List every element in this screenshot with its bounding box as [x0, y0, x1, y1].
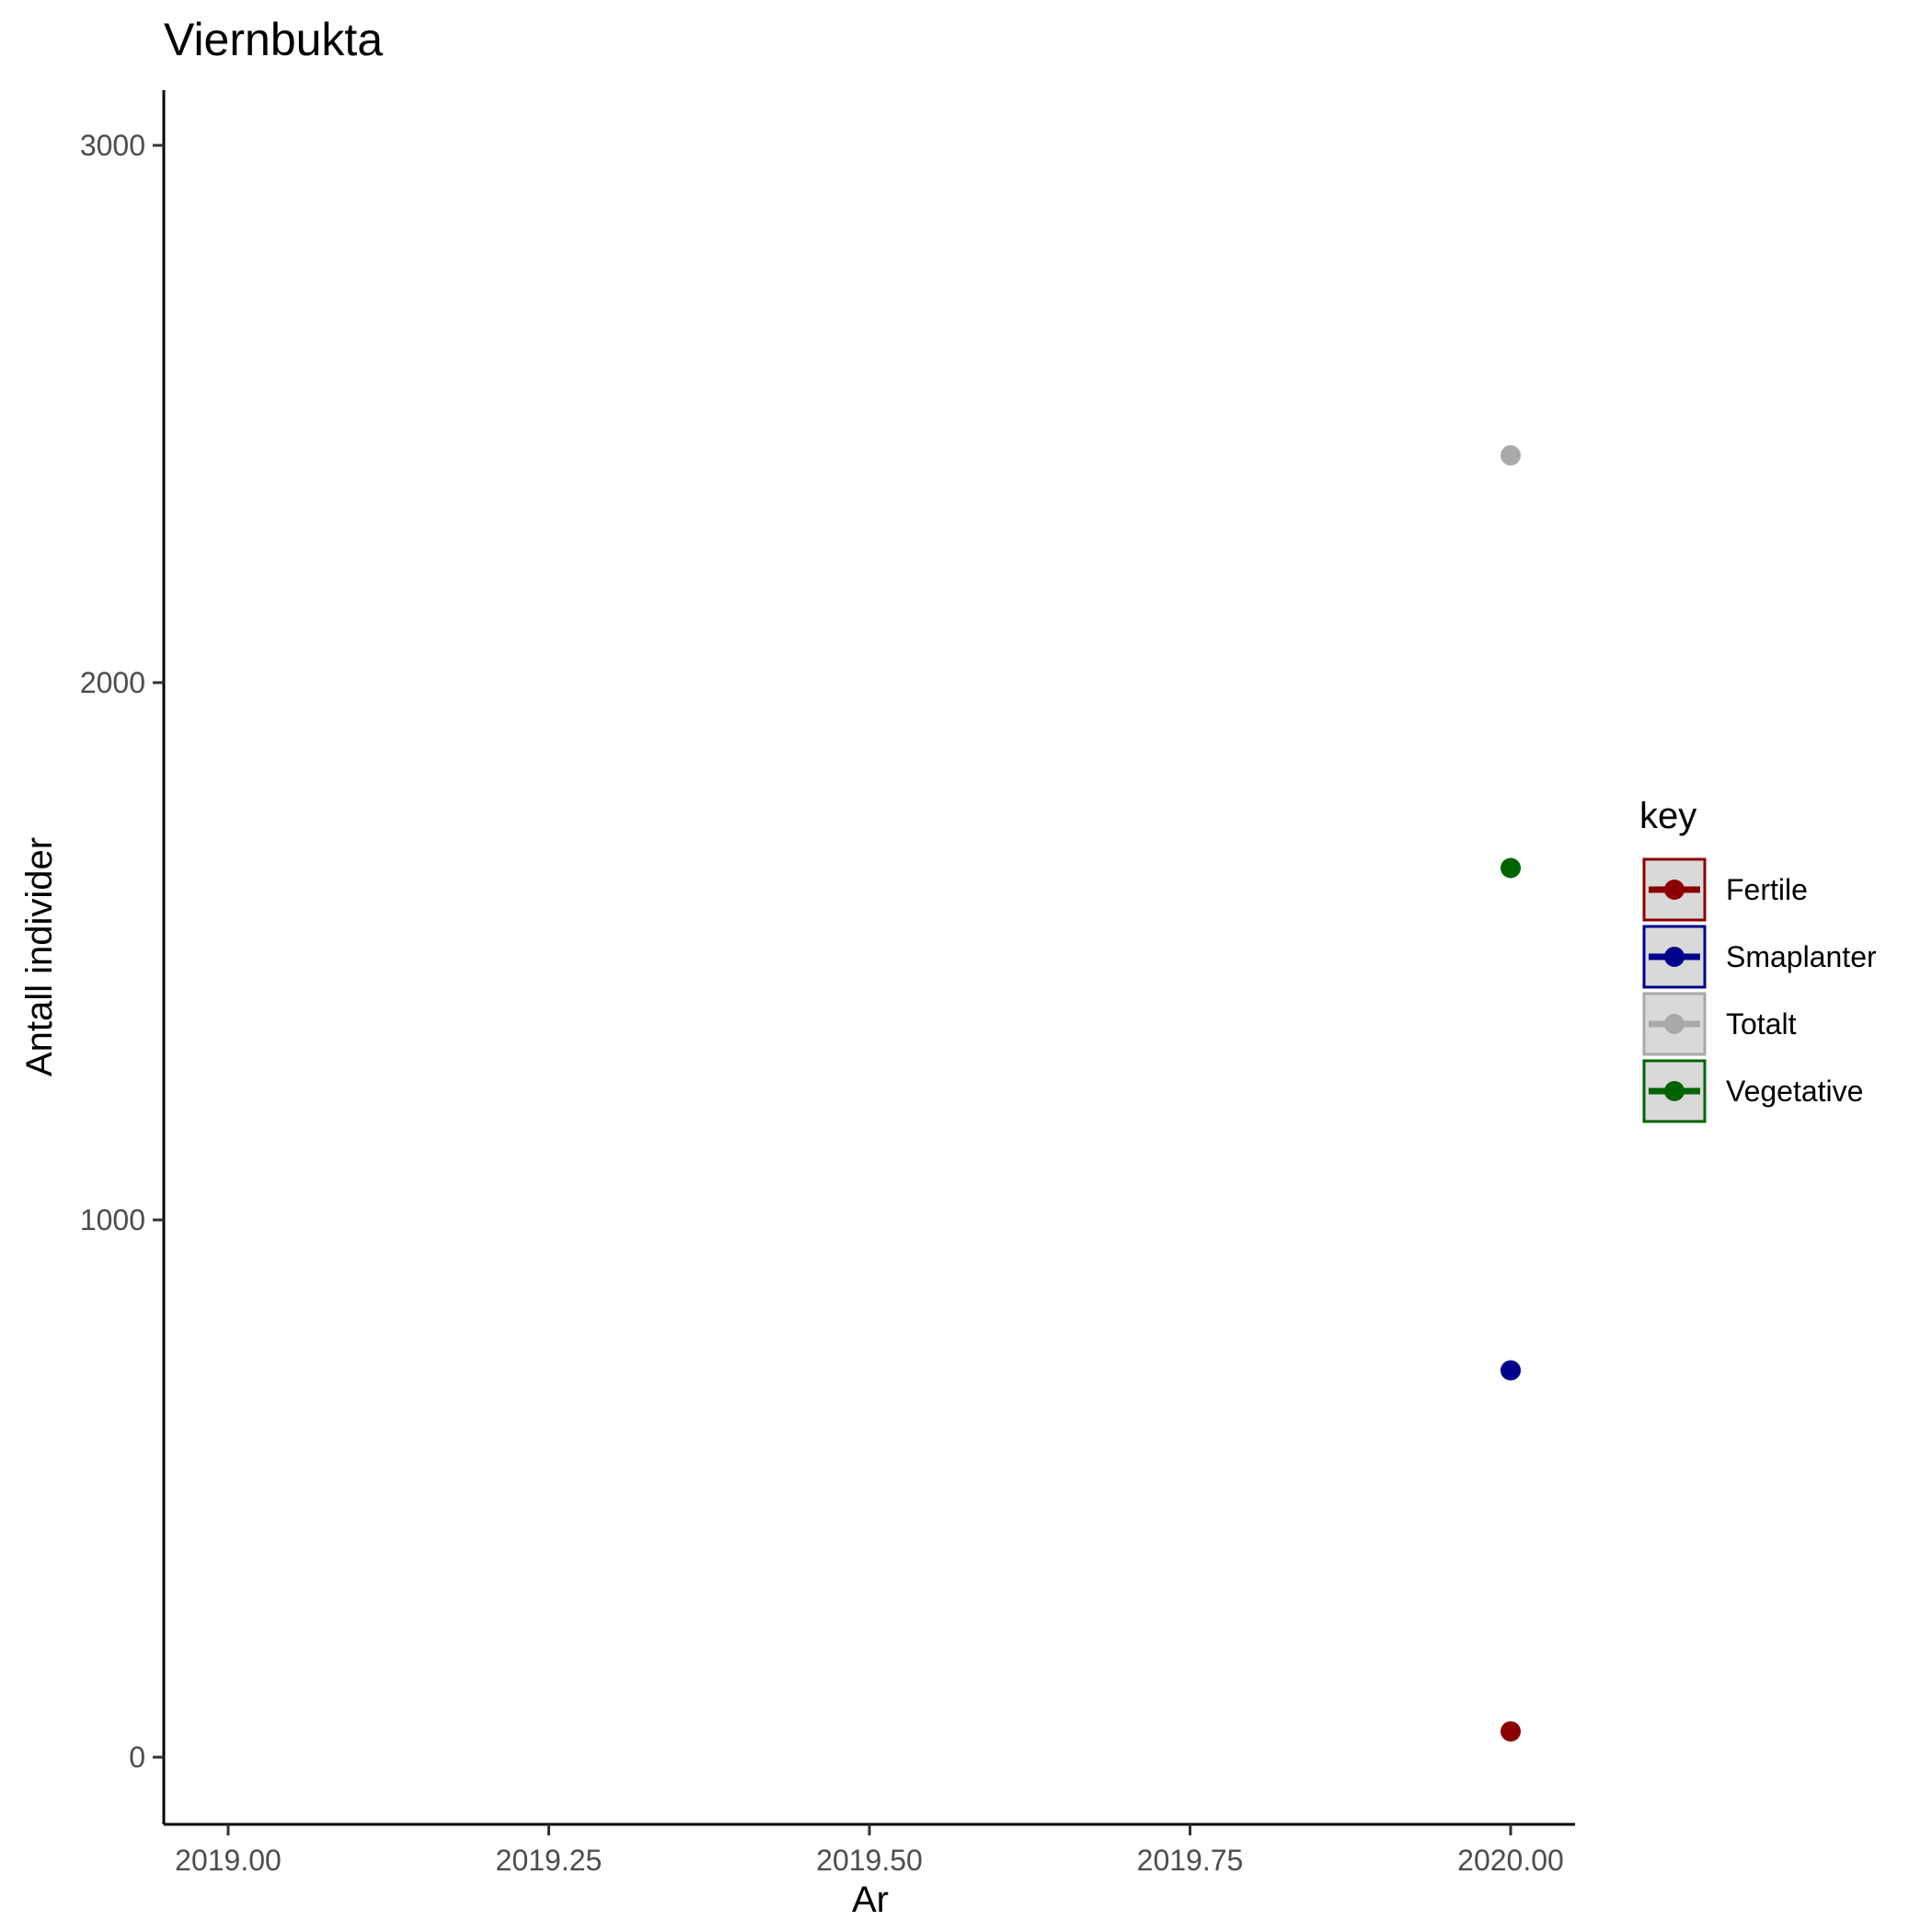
y-tick-label: 1000 — [80, 1203, 145, 1236]
x-tick-label: 2019.00 — [175, 1844, 282, 1877]
x-tick-label: 2020.00 — [1457, 1844, 1564, 1877]
x-axis-ticks: 2019.00 2019.25 2019.50 2019.75 2020.00 — [175, 1824, 1564, 1877]
x-axis-title: Ar — [852, 1880, 889, 1920]
y-axis-title: Antall individer — [19, 837, 60, 1076]
legend-title: key — [1639, 796, 1696, 836]
chart-title: Viernbukta — [164, 14, 383, 65]
x-tick-label: 2019.75 — [1137, 1844, 1244, 1877]
legend-label: Totalt — [1726, 1007, 1797, 1041]
y-axis-ticks: 0 1000 2000 3000 — [80, 129, 164, 1774]
y-tick-label: 2000 — [80, 666, 145, 699]
legend-key-dot — [1664, 947, 1685, 967]
legend-label: Fertile — [1726, 873, 1808, 906]
y-tick-label: 3000 — [80, 129, 145, 162]
legend-key-dot — [1664, 880, 1685, 900]
y-tick-label: 0 — [129, 1741, 145, 1774]
legend-item-smaplanter: Smaplanter — [1642, 925, 1877, 989]
x-tick-label: 2019.25 — [496, 1844, 603, 1877]
plot-area — [1501, 444, 1521, 1742]
legend-item-vegetative: Vegetative — [1642, 1059, 1863, 1123]
data-point-vegetative — [1501, 857, 1521, 879]
legend: key Fertile Smaplanter Totalt Vegetative — [1639, 796, 1877, 1123]
data-point-smaplanter — [1501, 1360, 1521, 1381]
data-point-totalt — [1501, 444, 1521, 466]
legend-key-dot — [1664, 1081, 1685, 1101]
x-tick-label: 2019.50 — [816, 1844, 923, 1877]
legend-key-dot — [1664, 1014, 1685, 1034]
legend-item-totalt: Totalt — [1642, 992, 1797, 1056]
legend-item-fertile: Fertile — [1642, 857, 1808, 922]
data-point-fertile — [1501, 1720, 1521, 1742]
legend-label: Smaplanter — [1726, 940, 1877, 973]
legend-label: Vegetative — [1726, 1075, 1863, 1108]
